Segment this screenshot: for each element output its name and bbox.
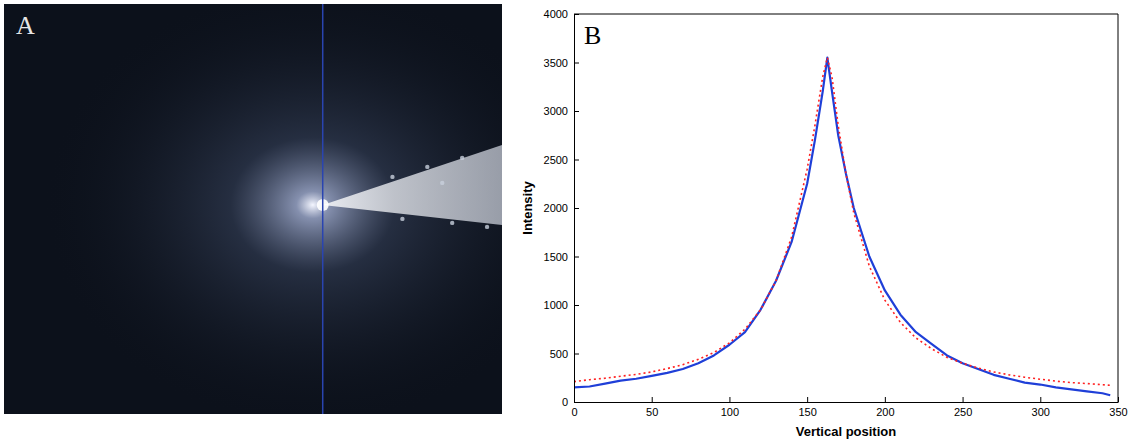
tick: 0	[562, 396, 579, 408]
figure: A050100150200250300350050010001500200025…	[0, 0, 1141, 445]
tick-label: 250	[954, 406, 972, 418]
tick-label: 100	[721, 406, 739, 418]
frame-top	[574, 14, 1118, 15]
tick-label: 300	[1032, 406, 1050, 418]
series-line	[574, 58, 1110, 386]
tick: 3000	[544, 105, 579, 117]
tick-label: 1000	[544, 299, 568, 311]
tick-label: 3500	[544, 57, 568, 69]
panel-label: B	[584, 21, 601, 50]
image-background	[4, 4, 502, 414]
tick-mark	[574, 305, 579, 306]
axis-line	[575, 402, 1119, 403]
droplet	[450, 221, 454, 225]
spray-glow	[4, 4, 502, 414]
droplet	[400, 217, 404, 221]
tick-mark	[729, 397, 730, 402]
tick-label: 0	[562, 396, 568, 408]
tick: 300	[1032, 397, 1050, 418]
tick-label: 50	[646, 406, 658, 418]
tick: 200	[876, 397, 894, 418]
tick: 3500	[544, 57, 579, 69]
tick: 150	[798, 397, 816, 418]
droplet	[485, 225, 489, 229]
x-axis-title: Vertical position	[796, 424, 896, 439]
tick-label: 150	[798, 406, 816, 418]
tick: 1000	[544, 299, 579, 311]
frame-right	[1118, 14, 1119, 402]
tick: 1500	[544, 251, 579, 263]
image-panel: A	[4, 4, 502, 414]
tick-label: 1500	[544, 251, 568, 263]
tick: 250	[954, 397, 972, 418]
x-axis: 0 50 100 150 200 250 300 350	[571, 397, 1127, 418]
tick: 100	[721, 397, 739, 418]
tick-mark	[574, 160, 579, 161]
tick: 500	[550, 348, 579, 360]
tick: 50	[646, 397, 658, 418]
droplet	[390, 175, 394, 179]
tick-label: 500	[550, 348, 568, 360]
tick-mark	[574, 257, 579, 258]
tick-label: 2000	[544, 202, 568, 214]
tick-mark	[652, 397, 653, 402]
tick-mark	[1040, 397, 1041, 402]
droplet	[425, 165, 429, 169]
tick-mark	[574, 111, 579, 112]
series-group	[574, 58, 1110, 396]
tick-mark	[574, 402, 579, 403]
tick-label: 2500	[544, 154, 568, 166]
y-axis: 0 500 1000 1500 2000 2500 3000 3500 4000	[544, 8, 579, 408]
y-axis-title: Intensity	[520, 181, 535, 235]
tick-label: 0	[571, 406, 577, 418]
tick-label: 350	[1109, 406, 1127, 418]
plot-background	[574, 14, 1118, 402]
tick: 2500	[544, 154, 579, 166]
tick-label: 3000	[544, 105, 568, 117]
spray-cone	[323, 145, 502, 225]
droplet	[460, 156, 464, 160]
tick-label: 4000	[544, 8, 568, 20]
series-line	[574, 58, 1110, 396]
tick-mark	[963, 397, 964, 402]
tick: 2000	[544, 202, 579, 214]
tick-mark	[574, 63, 579, 64]
tick-label: 200	[876, 406, 894, 418]
profile-line	[322, 4, 324, 414]
droplet	[440, 181, 444, 185]
tick-mark	[574, 208, 579, 209]
tick-mark	[807, 397, 808, 402]
tick: 4000	[544, 8, 579, 20]
chart-panel: 0501001502002503003500500100015002000250…	[520, 8, 1128, 439]
panel-label: A	[16, 11, 35, 40]
tick-mark	[885, 397, 886, 402]
tick-mark	[574, 354, 579, 355]
